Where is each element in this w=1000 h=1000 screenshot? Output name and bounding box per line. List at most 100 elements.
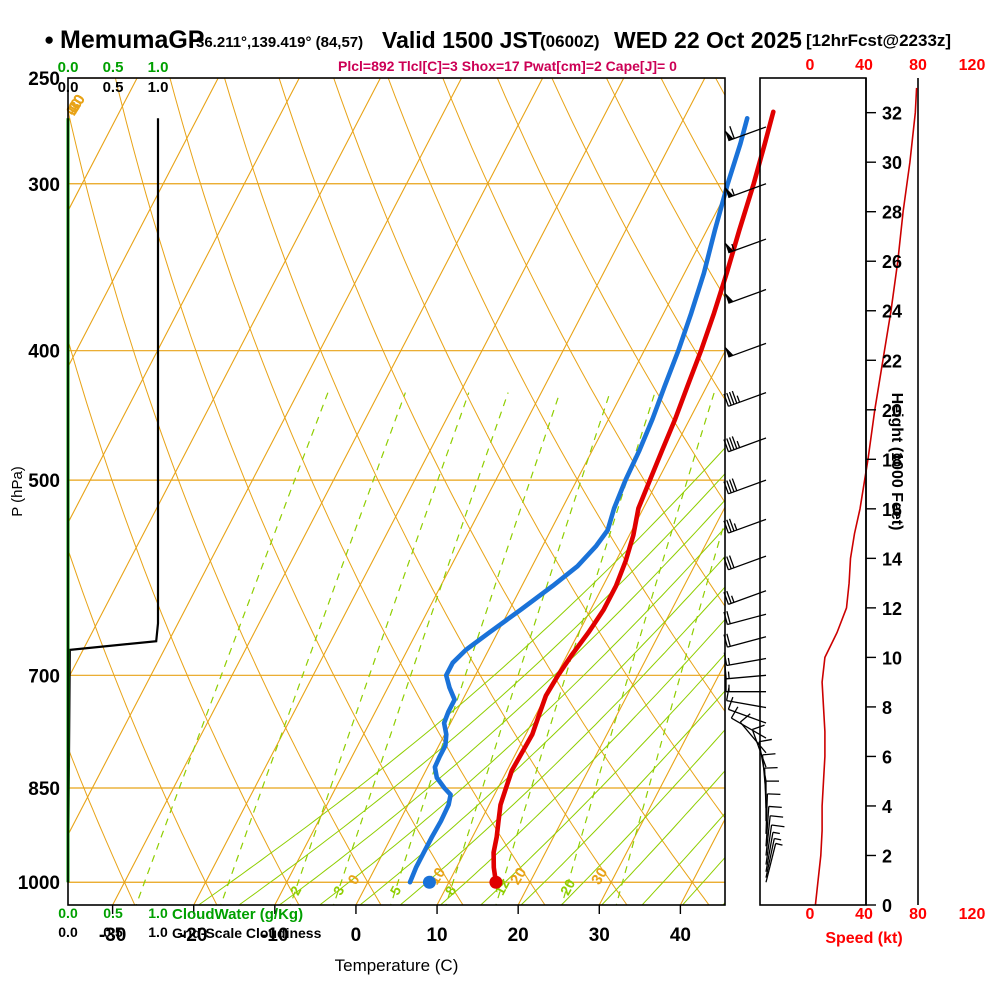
height-tick-label: 16 bbox=[882, 500, 902, 520]
wind-barb-full bbox=[731, 436, 738, 449]
forecast-tag: [12hrFcst@2233z] bbox=[806, 31, 951, 50]
wind-barb-full bbox=[726, 556, 732, 570]
cloudiness-tick-label-bottom: 0.5 bbox=[103, 924, 123, 940]
mixing-ratio-line bbox=[561, 392, 715, 905]
height-tick-label: 22 bbox=[882, 351, 902, 371]
cloudwater-scale: 0.00.00.50.51.01.0 CloudWater (g/Kg) bbox=[58, 59, 304, 923]
pressure-tick-label: 250 bbox=[28, 69, 60, 90]
height-tick-label: 12 bbox=[882, 599, 902, 619]
cloudwater-tick-label-bottom: 1.0 bbox=[148, 905, 168, 921]
dry-adiabat-line bbox=[223, 78, 628, 905]
wind-barb-full bbox=[725, 687, 730, 701]
wind-barb-full bbox=[723, 393, 730, 407]
wind-barb-full bbox=[771, 824, 785, 828]
isotherm-line bbox=[68, 78, 219, 369]
wind-barb bbox=[765, 815, 784, 856]
isotherm-line bbox=[68, 78, 463, 836]
wind-barb bbox=[765, 805, 782, 847]
speed-tick-label-bottom: 80 bbox=[909, 906, 927, 923]
speed-tick-label-bottom: 120 bbox=[959, 906, 986, 923]
mixing-ratio-line bbox=[495, 392, 656, 905]
wind-barb bbox=[765, 793, 781, 834]
isotherm-label: 0 bbox=[345, 872, 364, 888]
wind-barb-pennant bbox=[724, 345, 734, 358]
skewt-frame bbox=[67, 77, 726, 906]
wind-barb-full bbox=[726, 590, 732, 604]
pressure-tick-label: 700 bbox=[28, 666, 60, 687]
wind-barb-full bbox=[762, 753, 776, 756]
isotherm-line bbox=[274, 78, 706, 905]
wind-barb-full bbox=[723, 611, 728, 625]
wind-barb bbox=[765, 837, 782, 878]
wind-barb-full bbox=[728, 479, 735, 492]
moist-adiabat-line bbox=[479, 653, 725, 905]
cloudiness-tick-label-top: 1.0 bbox=[148, 79, 169, 96]
wind-barb-full bbox=[758, 738, 772, 743]
sounding-parameters: Plcl=892 Tlcl[C]=3 Shox=17 Pwat[cm]=2 Ca… bbox=[338, 58, 677, 74]
wind-barb-full bbox=[723, 652, 728, 666]
grid-group bbox=[68, 69, 1000, 911]
station-name: MemumaGP bbox=[60, 26, 204, 54]
mixing-ratio-line bbox=[390, 392, 561, 905]
temperature-tick-label: 0 bbox=[351, 925, 362, 946]
temperature-tick-label: 40 bbox=[670, 925, 691, 946]
height-tick-label: 18 bbox=[882, 450, 902, 470]
mixing-ratio-line bbox=[332, 392, 509, 905]
wind-barb-shaft bbox=[739, 721, 767, 754]
wind-barb bbox=[730, 706, 767, 739]
temperature-tick-label: 10 bbox=[426, 925, 447, 946]
pressure-tick-label: 1000 bbox=[18, 873, 60, 894]
isotherm-label: 20 bbox=[507, 865, 530, 888]
wind-barb-shaft bbox=[765, 806, 770, 847]
height-tick-label: 4 bbox=[882, 797, 892, 817]
speed-tick-label-top: 40 bbox=[855, 57, 873, 74]
cloudiness-scale: 0.00.00.50.51.01.0 Grid-Scale Cloudiness bbox=[58, 79, 322, 941]
dry-adiabat-line bbox=[333, 78, 725, 819]
wind-barb-full bbox=[768, 805, 782, 809]
wind-barb-full bbox=[723, 634, 728, 648]
cloudiness-axis-label: Grid-Scale Cloudiness bbox=[172, 925, 322, 941]
dry-adiabat-line bbox=[551, 78, 725, 401]
dry-adiabat-line bbox=[765, 69, 1000, 911]
height-tick-label: 8 bbox=[882, 698, 892, 718]
wind-barb-full bbox=[726, 633, 731, 647]
dry-adiabat-line bbox=[68, 548, 218, 905]
height-tick-label: 24 bbox=[882, 302, 902, 322]
pressure-tick-label: 850 bbox=[28, 779, 60, 800]
cloudwater-tick-label-bottom: 0.0 bbox=[58, 905, 78, 921]
wind-barb-pennant bbox=[724, 186, 734, 198]
wind-barb bbox=[751, 724, 767, 768]
wind-barb-full bbox=[726, 392, 732, 406]
mixing-ratio-line bbox=[445, 392, 611, 905]
surface-dewpoint-marker bbox=[422, 875, 436, 889]
mixing-ratio-label: 5 bbox=[386, 883, 404, 898]
wind-barb-full bbox=[729, 126, 735, 139]
dry-adiabat-line bbox=[819, 69, 1000, 911]
wind-barb-shaft bbox=[765, 832, 774, 872]
wind-speed-profile-line bbox=[814, 87, 918, 906]
wind-barb-full bbox=[726, 611, 731, 624]
speed-tick-label-bottom: 40 bbox=[855, 906, 873, 923]
dry-adiabat-line bbox=[715, 78, 725, 97]
wind-barb-half bbox=[736, 395, 741, 403]
pressure-axis-label: P (hPa) bbox=[9, 466, 26, 517]
wind-barb-half bbox=[730, 595, 735, 603]
wind-barb-shaft bbox=[765, 838, 775, 878]
height-tick-label: 26 bbox=[882, 252, 902, 272]
wind-barb-full bbox=[728, 555, 735, 569]
wind-barb-group bbox=[723, 126, 785, 883]
wind-barb-full bbox=[731, 390, 738, 404]
height-tick-label: 10 bbox=[882, 648, 902, 668]
dry-adiabat-line bbox=[496, 78, 725, 504]
dry-adiabat-line bbox=[928, 69, 1000, 911]
moist-adiabat-line bbox=[520, 690, 725, 905]
wind-barb-shaft bbox=[765, 843, 777, 883]
dry-adiabat-line bbox=[68, 108, 382, 905]
wind-panel-frame bbox=[759, 77, 867, 906]
temperature-tick-label: 30 bbox=[589, 925, 610, 946]
height-tick-label: 2 bbox=[882, 846, 892, 866]
